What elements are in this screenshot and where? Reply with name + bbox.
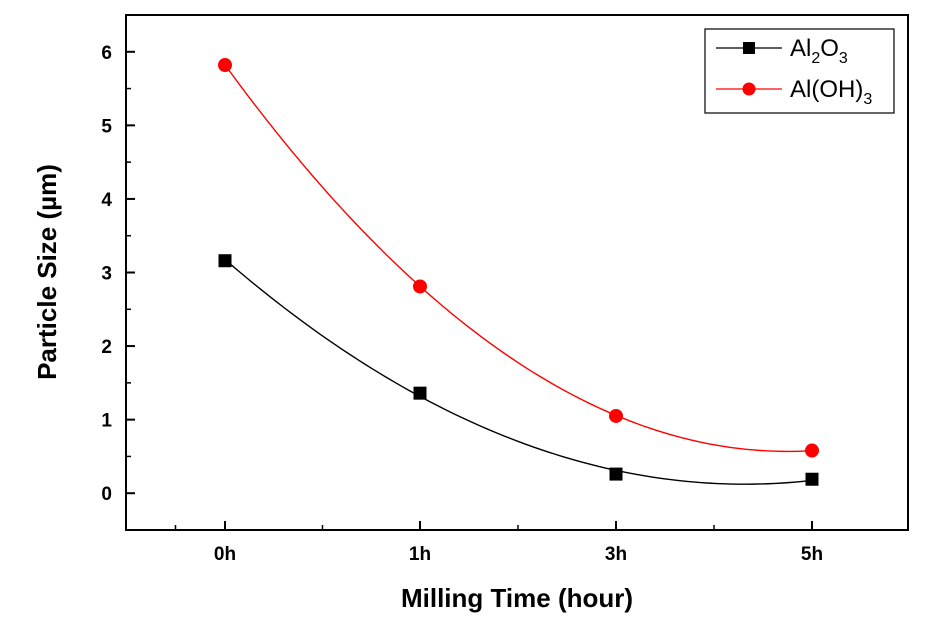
x-tick-label: 5h: [801, 544, 823, 565]
y-axis-title: Particle Size (µm): [32, 164, 62, 380]
legend-label-aloh3: Al(OH)3: [790, 76, 872, 108]
data-point-circle: [609, 408, 623, 423]
data-point-circle: [218, 58, 232, 73]
y-tick-label: 0: [101, 484, 112, 505]
data-point-circle: [413, 279, 427, 294]
data-point-circle: [805, 443, 819, 458]
y-tick-label: 2: [101, 337, 112, 358]
trend-line-1: [224, 64, 813, 453]
legend-box: [704, 28, 895, 114]
y-tick-labels: 0 1 2 3 4 5 6: [101, 43, 112, 505]
y-tick-label: 6: [101, 43, 112, 64]
data-point-square: [609, 467, 623, 481]
data-point-square: [413, 386, 427, 400]
x-tick-label: 1h: [409, 544, 431, 565]
data-point-square: [218, 254, 232, 268]
y-tick-label: 5: [101, 116, 112, 137]
y-tick-label: 1: [101, 411, 112, 432]
legend: Al2O3 Al(OH)3: [704, 28, 895, 114]
x-axis-title: Milling Time (hour): [401, 583, 633, 613]
y-tick-label: 4: [101, 190, 112, 211]
data-point-square: [805, 472, 819, 486]
x-tick-label: 0h: [214, 544, 236, 565]
x-tick-label: 3h: [605, 544, 627, 565]
series-layer: [218, 58, 819, 486]
legend-marker-aloh3: [742, 82, 756, 96]
legend-marker-al2o3: [743, 42, 755, 54]
legend-label-al2o3: Al2O3: [790, 35, 848, 67]
axis-ticks: [126, 50, 813, 530]
x-tick-labels: 0h 1h 3h 5h: [214, 544, 823, 565]
y-tick-label: 3: [101, 264, 112, 285]
trend-line-0: [224, 258, 813, 485]
